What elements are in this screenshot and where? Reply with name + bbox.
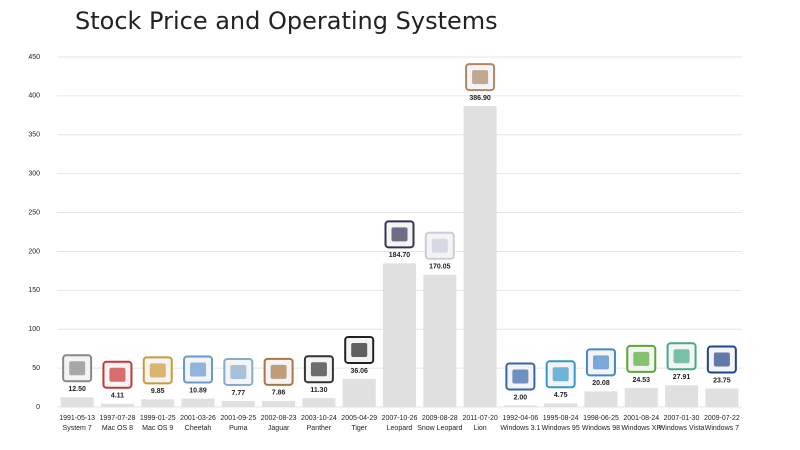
bar: [100, 403, 134, 407]
bar: [503, 405, 537, 407]
x-tick-label: 1997-07-28: [100, 415, 136, 422]
data-label: 184.70: [389, 252, 411, 259]
y-tick-label: 200: [28, 248, 40, 255]
os-icon-mark: [190, 362, 207, 377]
data-label: 23.75: [713, 377, 731, 384]
y-tick-label: 450: [28, 54, 40, 61]
y-tick-label: 250: [28, 209, 40, 216]
bar: [302, 398, 336, 407]
y-tick-label: 150: [28, 287, 40, 294]
y-tick-label: 0: [36, 404, 40, 411]
os-icon-mark: [391, 227, 408, 242]
y-tick-label: 300: [28, 171, 40, 178]
data-label: 36.06: [350, 368, 368, 375]
x-tick-label: Mac OS 9: [142, 425, 173, 432]
x-tick-label: 2009-07-22: [704, 415, 740, 422]
data-label: 20.08: [592, 380, 610, 387]
x-tick-label: 1991-05-13: [59, 415, 95, 422]
os-icon-mark: [109, 367, 126, 382]
data-label: 24.53: [632, 377, 650, 384]
x-tick-label: Windows 7: [705, 425, 739, 432]
x-tick-label: 2001-09-25: [220, 415, 256, 422]
x-tick-label: 2001-03-26: [180, 415, 216, 422]
x-tick-label: 1999-01-25: [140, 415, 176, 422]
bar: [544, 403, 578, 407]
x-tick-label: 2001-08-24: [623, 415, 659, 422]
x-tick-label: 1995-08-24: [543, 415, 579, 422]
x-tick-label: Jaguar: [268, 425, 290, 432]
bar: [463, 106, 497, 408]
x-tick-label: Windows 98: [582, 425, 620, 432]
bar: [382, 263, 417, 407]
chart-title: Stock Price and Operating Systems: [75, 7, 498, 35]
x-tick-label: 2005-04-29: [341, 415, 377, 422]
x-tick-label: 2009-08-28: [422, 415, 458, 422]
x-tick-label: System 7: [63, 425, 92, 432]
bar: [60, 397, 94, 407]
bar: [705, 388, 739, 407]
data-label: 4.75: [554, 392, 568, 399]
data-label: 2.00: [514, 394, 528, 401]
y-tick-label: 350: [28, 132, 40, 139]
y-tick-label: 400: [28, 93, 40, 100]
y-tick-label: 50: [32, 365, 40, 372]
data-label: 386.90: [469, 95, 491, 102]
os-icon-mark: [552, 367, 569, 382]
x-tick-label: Mac OS 8: [102, 425, 133, 432]
data-label: 7.86: [272, 390, 286, 397]
x-tick-label: Windows 3.1: [500, 425, 540, 432]
x-tick-label: 2007-01-30: [664, 415, 700, 422]
bar: [141, 399, 175, 407]
x-tick-label: Windows 95: [542, 425, 580, 432]
os-icon-mark: [69, 361, 86, 376]
x-tick-label: Lion: [473, 425, 486, 432]
data-label: 4.11: [111, 393, 124, 400]
data-label: 27.91: [673, 374, 691, 381]
x-tick-label: 2003-10-24: [301, 415, 337, 422]
os-icon-mark: [633, 351, 650, 366]
bar: [181, 398, 215, 407]
x-tick-label: Tiger: [351, 425, 367, 432]
data-label: 7.77: [232, 390, 246, 397]
os-icon-mark: [512, 369, 529, 384]
os-icon-mark: [592, 355, 609, 370]
x-tick-label: Windows Vista: [659, 425, 705, 432]
bar: [221, 400, 255, 407]
bar: [423, 274, 457, 407]
os-icon-mark: [310, 362, 327, 377]
os-icon-mark: [472, 70, 489, 85]
x-tick-label: 2007-10-26: [382, 415, 418, 422]
bar: [342, 378, 376, 407]
x-tick-label: 1992-04-06: [502, 415, 538, 422]
data-label: 9.85: [151, 388, 165, 395]
x-tick-label: 2002-08-23: [261, 415, 297, 422]
x-tick-label: Snow Leopard: [417, 425, 462, 432]
bar: [262, 400, 296, 407]
x-tick-label: 1998-06-25: [583, 415, 619, 422]
x-tick-label: Windows XP: [621, 425, 661, 432]
bar: [665, 385, 699, 407]
y-tick-label: 100: [28, 326, 40, 333]
x-tick-label: Cheetah: [185, 425, 212, 432]
os-icon-mark: [149, 363, 166, 378]
x-tick-label: Puma: [229, 425, 247, 432]
data-label: 11.30: [310, 387, 327, 394]
os-icon-mark: [713, 352, 730, 367]
os-icon-mark: [431, 238, 448, 253]
x-tick-label: Panther: [307, 425, 332, 432]
os-icon-mark: [351, 342, 368, 357]
bar: [584, 391, 618, 407]
data-label: 10.89: [189, 387, 207, 394]
x-tick-label: Leopard: [387, 425, 413, 432]
os-icon-mark: [270, 364, 287, 379]
os-icon-mark: [673, 349, 690, 364]
x-tick-label: 2011-07-20: [462, 415, 497, 422]
data-label: 170.05: [429, 264, 451, 271]
os-icon-mark: [230, 364, 247, 379]
data-label: 12.50: [68, 386, 86, 393]
bar: [624, 387, 658, 407]
